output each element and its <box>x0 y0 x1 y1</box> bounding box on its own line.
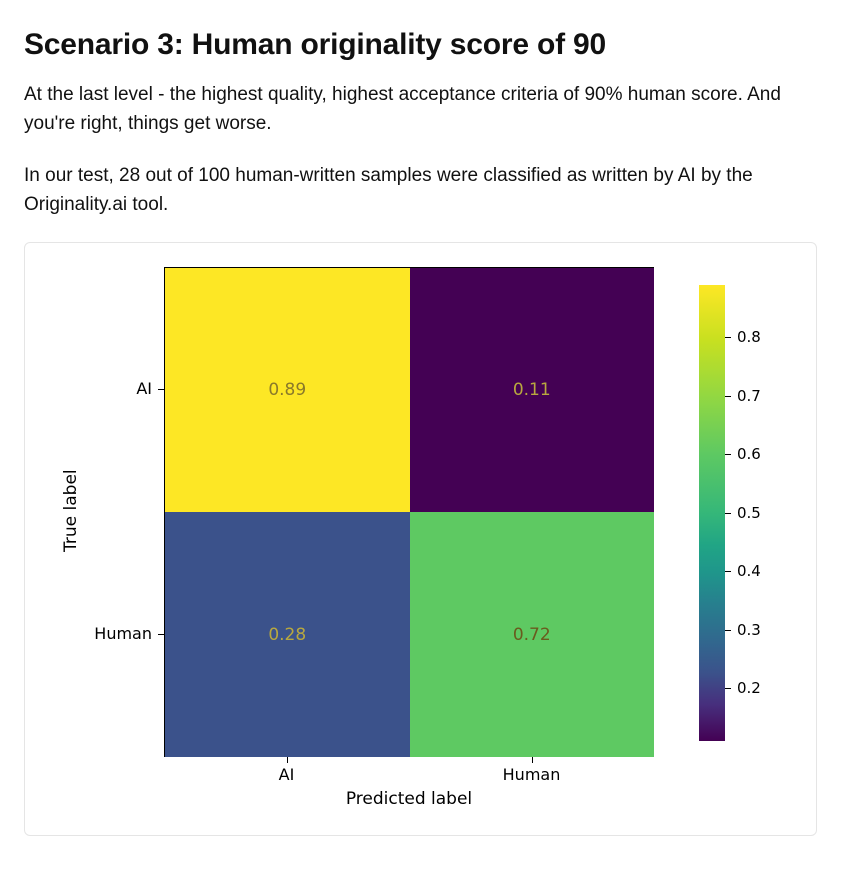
heatmap-plot: 0.890.110.280.72 <box>164 267 654 757</box>
y-tick <box>158 634 164 635</box>
y-tick <box>158 389 164 390</box>
intro-paragraph-1: At the last level - the highest quality,… <box>24 80 817 139</box>
heatmap-cell: 0.89 <box>165 268 410 513</box>
colorbar-tick-label: 0.2 <box>737 679 761 697</box>
colorbar-tick <box>725 571 731 572</box>
colorbar-tick <box>725 396 731 397</box>
colorbar-tick-label: 0.5 <box>737 504 761 522</box>
x-category-label: AI <box>237 765 337 784</box>
colorbar-tick <box>725 513 731 514</box>
colorbar-tick-label: 0.4 <box>737 562 761 580</box>
heatmap-cell: 0.11 <box>410 268 655 513</box>
colorbar-tick <box>725 688 731 689</box>
colorbar-tick-label: 0.8 <box>737 328 761 346</box>
heatmap-cell: 0.28 <box>165 512 410 757</box>
colorbar-tick-label: 0.3 <box>737 621 761 639</box>
colorbar-tick <box>725 337 731 338</box>
intro-paragraph-2: In our test, 28 out of 100 human-written… <box>24 161 817 220</box>
heatmap-cell: 0.72 <box>410 512 655 757</box>
x-axis-title: Predicted label <box>164 789 654 809</box>
colorbar-tick-label: 0.7 <box>737 387 761 405</box>
y-category-label: Human <box>39 624 152 643</box>
colorbar-tick <box>725 630 731 631</box>
colorbar <box>699 285 725 741</box>
x-category-label: Human <box>482 765 582 784</box>
colorbar-tick <box>725 454 731 455</box>
x-tick <box>287 757 288 763</box>
x-tick <box>532 757 533 763</box>
y-axis-title: True label <box>61 469 81 552</box>
confusion-matrix-figure: 0.890.110.280.72 AI Human AI Human Predicted … <box>39 257 819 817</box>
confusion-matrix-frame: 0.890.110.280.72 AI Human AI Human Predicted … <box>24 242 817 836</box>
colorbar-tick-label: 0.6 <box>737 445 761 463</box>
y-category-label: AI <box>39 379 152 398</box>
page-title: Scenario 3: Human originality score of 9… <box>24 28 817 62</box>
